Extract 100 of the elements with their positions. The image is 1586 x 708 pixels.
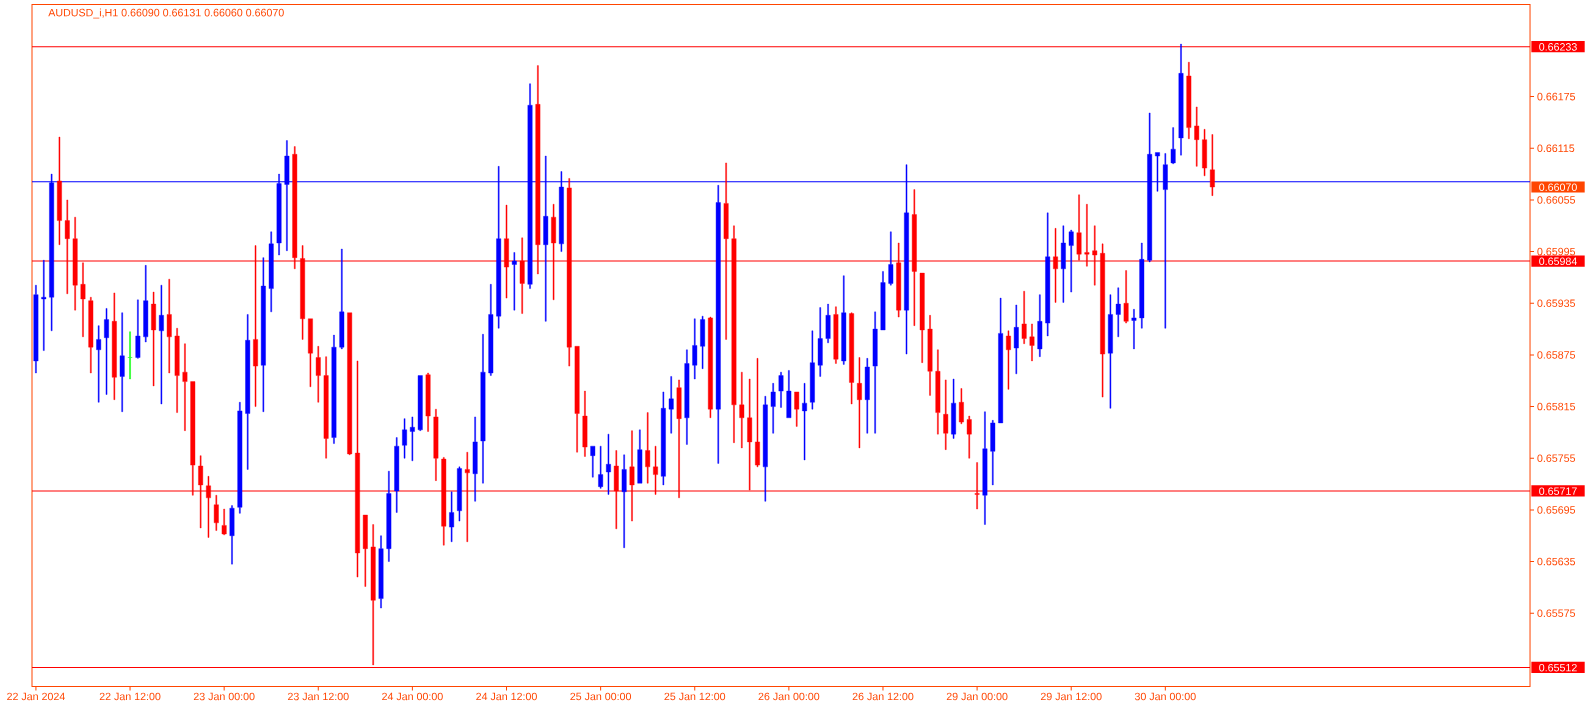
candlestick [857, 357, 862, 449]
x-tick-label: 23 Jan 00:00 [193, 692, 255, 701]
ref-line-label: 0.66233 [1539, 43, 1577, 51]
ref-line-label: 0.65717 [1539, 487, 1577, 495]
candlestick [966, 415, 972, 459]
candlestick [488, 284, 494, 376]
candlestick [715, 185, 721, 464]
candlestick [331, 334, 337, 444]
candlestick [1037, 294, 1043, 357]
x-tick-label: 26 Jan 12:00 [852, 692, 914, 701]
candlestick [762, 396, 768, 502]
candlestick [1202, 129, 1207, 177]
candlestick [1186, 61, 1192, 140]
candlestick [794, 391, 800, 427]
candlestick [684, 349, 690, 445]
x-tick-label: 30 Jan 00:00 [1134, 692, 1196, 701]
y-tick-label: 0.65755 [1537, 454, 1576, 463]
candlestick [111, 292, 117, 400]
candlestick [213, 495, 219, 531]
candlestick [927, 315, 933, 396]
candlestick [692, 318, 698, 380]
y-tick-label: 0.65875 [1537, 351, 1576, 359]
candlestick [159, 284, 164, 405]
candlestick [1209, 134, 1215, 196]
candlestick [119, 312, 125, 412]
candlestick [817, 307, 823, 377]
x-tick-label: 25 Jan 12:00 [664, 692, 726, 701]
ref-line-label: 0.65984 [1539, 257, 1577, 266]
candlestick [151, 291, 156, 387]
candlestick [841, 275, 847, 365]
candlestick [786, 370, 792, 418]
candlestick [880, 271, 886, 331]
candlestick [96, 325, 102, 403]
candlestick [88, 297, 94, 374]
candlestick [347, 312, 353, 455]
candlestick [57, 136, 62, 245]
candlestick [1131, 309, 1137, 350]
candlestick [417, 375, 423, 431]
candlestick [872, 311, 878, 434]
candlestick [221, 508, 227, 536]
candlestick [245, 314, 251, 470]
candlestick [1013, 304, 1019, 375]
candlestick [864, 358, 870, 434]
candlestick [268, 231, 274, 313]
candlestick [1123, 270, 1129, 324]
x-tick-label: 25 Jan 00:00 [570, 692, 632, 701]
candlestick [574, 346, 580, 453]
y-tick-label: 0.66175 [1537, 92, 1576, 101]
x-tick-label: 29 Jan 00:00 [946, 692, 1008, 701]
candlestick [511, 252, 517, 311]
candlestick [1194, 106, 1200, 167]
candlestick [1060, 225, 1066, 303]
candlestick [778, 371, 784, 408]
candlestick [472, 416, 478, 502]
candlestick [308, 318, 313, 387]
candlestick [449, 491, 455, 542]
candlestick [315, 346, 321, 403]
candlestick [582, 390, 588, 457]
y-tick-label: 0.65995 [1537, 247, 1576, 256]
y-tick-label: 0.65935 [1537, 299, 1576, 308]
y-tick-label: 0.65575 [1537, 609, 1576, 617]
y-tick-label: 0.65815 [1537, 402, 1576, 411]
candlestick [1108, 294, 1113, 409]
candlestick [457, 466, 462, 522]
candlestick [1029, 323, 1035, 362]
candlestick [409, 416, 415, 462]
candlestick [943, 379, 949, 450]
candlestick [41, 260, 47, 351]
candlestick [739, 371, 745, 449]
y-tick-label: 0.66055 [1537, 196, 1576, 204]
candlestick [339, 248, 345, 350]
candlestick [990, 420, 996, 486]
candlestick [433, 408, 439, 481]
candlestick [708, 316, 713, 418]
candlestick [959, 388, 964, 424]
candlestick [378, 535, 384, 609]
y-tick-label: 0.65635 [1537, 557, 1576, 566]
candlestick [951, 378, 956, 439]
candlestick [237, 402, 243, 514]
candlestick [888, 231, 894, 286]
candlestick [394, 437, 400, 513]
x-tick-label: 26 Jan 00:00 [758, 692, 820, 701]
candlestick [802, 383, 807, 461]
candlestick [606, 433, 611, 495]
candlestick [1170, 127, 1176, 164]
candlestick [849, 312, 854, 405]
candlestick [645, 412, 651, 484]
candlestick [402, 418, 407, 459]
candlestick [386, 470, 392, 562]
candlestick [425, 372, 431, 432]
x-tick-label: 24 Jan 12:00 [476, 692, 537, 701]
candlestick [1068, 229, 1074, 293]
x-tick-label: 23 Jan 12:00 [287, 692, 349, 701]
candlestick [33, 284, 39, 374]
candlestick [260, 257, 266, 412]
candlestick [700, 315, 705, 369]
candlestick [919, 272, 925, 363]
candlestick [362, 514, 368, 587]
x-tick-label: 22 Jan 2024 [7, 692, 65, 701]
candlestick [182, 343, 188, 431]
